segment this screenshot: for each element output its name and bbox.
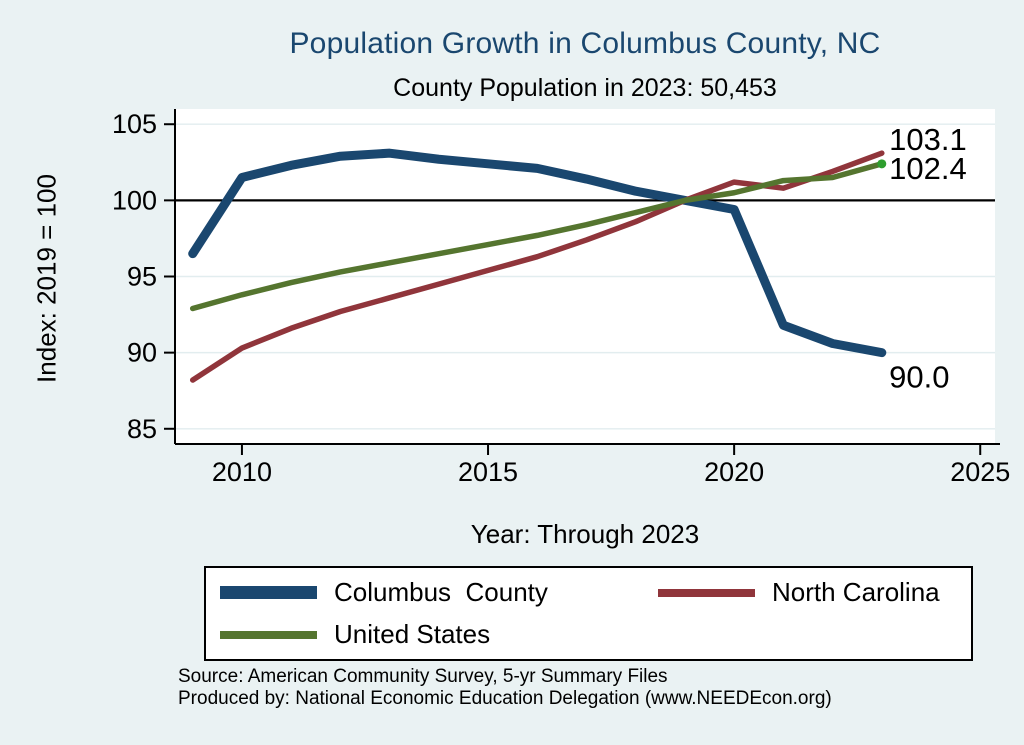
line-columbus-county [188, 148, 887, 358]
end-marker-united-states [877, 159, 887, 169]
y-tick-label: 105 [112, 109, 157, 139]
value-label-103.1: 103.1 [889, 122, 967, 157]
legend-item-north-carolina: North Carolina [658, 577, 971, 608]
x-tick-label: 2015 [458, 457, 518, 487]
chart-subtitle: County Population in 2023: 50,453 [393, 74, 777, 102]
legend-label-united-states: United States [334, 619, 491, 649]
legend-swatch-columbus-county [220, 586, 317, 599]
value-label-90.0: 90.0 [889, 360, 949, 395]
value-label-102.4: 102.4 [889, 151, 967, 186]
x-tick-label: 2025 [950, 457, 1010, 487]
source-note: Source: American Community Survey, 5-yr … [178, 666, 938, 710]
y-tick-label: 95 [127, 262, 157, 292]
legend-swatch-united-states [220, 630, 317, 639]
x-tick-label: 2010 [212, 457, 272, 487]
source-line: Source: American Community Survey, 5-yr … [178, 666, 668, 687]
y-tick-label: 85 [127, 414, 157, 444]
line-united-states [189, 161, 885, 312]
y-tick-label: 90 [127, 338, 157, 368]
legend-item-united-states: United States [220, 619, 658, 650]
chart-title: Population Growth in Columbus County, NC [289, 27, 881, 60]
y-tick-label: 100 [112, 185, 157, 215]
produced-by-line: Produced by: National Economic Education… [178, 688, 832, 709]
legend-label-north-carolina: North Carolina [772, 577, 940, 607]
y-axis-title: Index: 2019 = 100 [31, 174, 62, 383]
legend-label-columbus-county: Columbus County [334, 577, 548, 607]
x-axis-title: Year: Through 2023 [470, 519, 700, 549]
legend-swatch-north-carolina [658, 588, 755, 597]
x-tick-label: 2020 [704, 457, 764, 487]
legend-item-columbus-county: Columbus County [220, 577, 658, 608]
legend: Columbus County North Carolina United Stat… [204, 566, 973, 661]
